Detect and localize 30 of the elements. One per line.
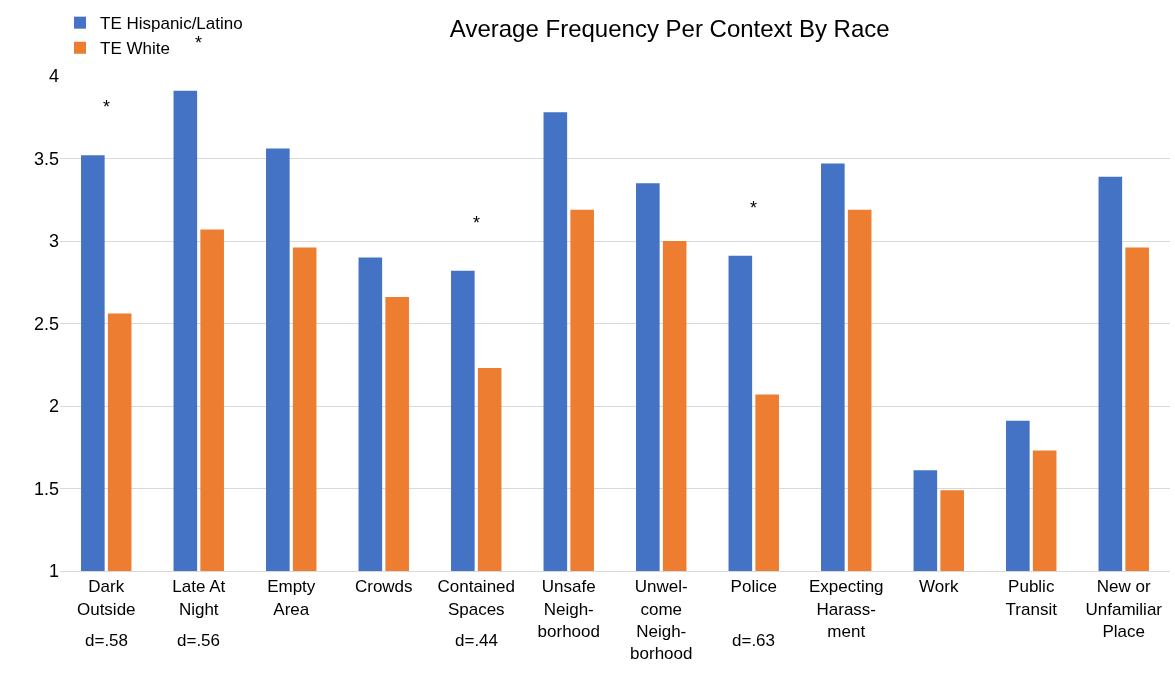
x-tick-label: Contained Spaces bbox=[437, 577, 516, 619]
y-tick-label: 4 bbox=[48, 66, 59, 87]
y-tick-label: 2 bbox=[48, 396, 59, 417]
chart-title: Average Frequency Per Context By Race bbox=[449, 15, 890, 43]
annotation: d=.56 bbox=[177, 631, 221, 650]
annotation: * bbox=[473, 213, 481, 233]
x-tick-label: Unwel- come Neigh- borhood bbox=[630, 577, 693, 663]
y-tick-label: 3.5 bbox=[33, 148, 59, 169]
x-tick-label: Work bbox=[919, 577, 959, 597]
x-tick-label: Late At Night bbox=[172, 577, 226, 619]
legend-label: TE White bbox=[100, 39, 170, 59]
annotation: * bbox=[103, 97, 111, 117]
x-tick-label: Unsafe Neigh- borhood bbox=[537, 577, 600, 641]
x-tick-label: Public Transit bbox=[1005, 577, 1058, 619]
y-tick-label: 1 bbox=[48, 561, 59, 582]
y-tick-label: 2.5 bbox=[33, 313, 59, 334]
x-tick-label: Expecting Harass- ment bbox=[808, 577, 884, 641]
annotation: * bbox=[195, 33, 203, 53]
legend-label: TE Hispanic/Latino bbox=[100, 14, 243, 34]
annotation: d=.44 bbox=[455, 631, 499, 650]
x-tick-label: Police bbox=[730, 577, 777, 597]
annotation: d=.63 bbox=[732, 631, 776, 650]
y-tick-label: 3 bbox=[48, 231, 59, 252]
x-tick-label: New or Unfamiliar Place bbox=[1085, 577, 1163, 641]
x-tick-label: Crowds bbox=[354, 577, 413, 597]
x-tick-label: Empty Area bbox=[267, 577, 316, 619]
y-tick-label: 1.5 bbox=[33, 478, 59, 499]
annotation: * bbox=[750, 198, 758, 218]
annotation: d=.58 bbox=[85, 631, 129, 650]
x-tick-label: Dark Outside bbox=[76, 577, 136, 619]
